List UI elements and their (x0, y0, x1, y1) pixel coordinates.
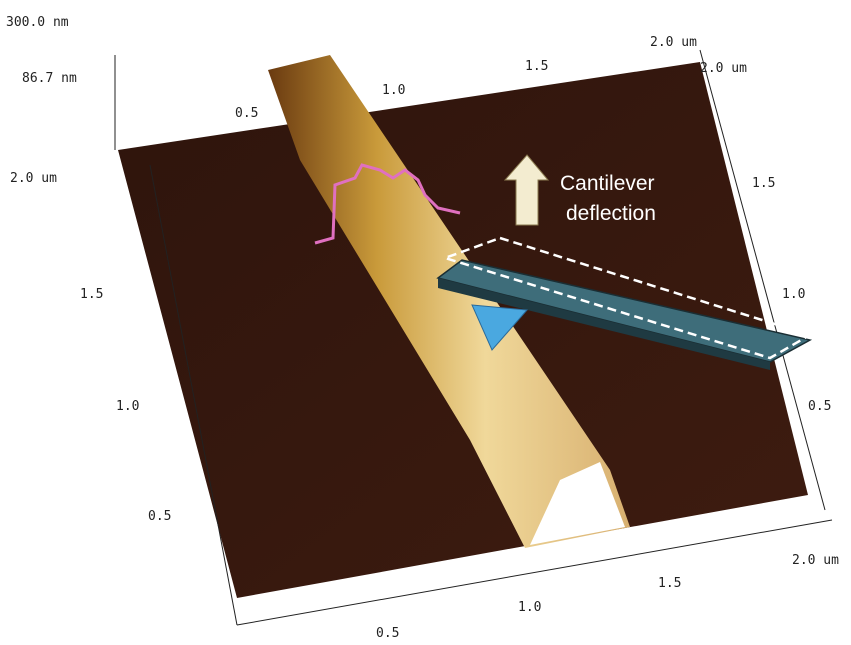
bottom-tick: 1.5 (658, 576, 681, 591)
left-tick: 0.5 (148, 509, 171, 524)
left-tick: 2.0 um (10, 171, 57, 186)
left-tick: 1.0 (116, 399, 139, 414)
right-tick: 1.0 (782, 287, 805, 302)
bottom-tick: 1.0 (518, 600, 541, 615)
top-tick: 0.5 (235, 106, 258, 121)
right-tick: 2.0 um (700, 61, 747, 76)
right-tick: 0.5 (808, 399, 831, 414)
top-tick: 1.5 (525, 59, 548, 74)
afm-figure: 300.0 nm 86.7 nm 0.5 1.0 1.5 2.0 um 0.5 … (0, 0, 851, 645)
right-tick: 1.5 (752, 176, 775, 191)
top-tick: 1.0 (382, 83, 405, 98)
bottom-tick: 0.5 (376, 626, 399, 641)
bottom-tick: 2.0 um (792, 553, 839, 568)
annotation: deflection (566, 202, 656, 225)
left-tick: 1.5 (80, 287, 103, 302)
z-label: 300.0 nm (6, 15, 69, 30)
z-label: 86.7 nm (22, 71, 77, 86)
annotation: Cantilever (560, 172, 655, 195)
top-tick: 2.0 um (650, 35, 697, 50)
